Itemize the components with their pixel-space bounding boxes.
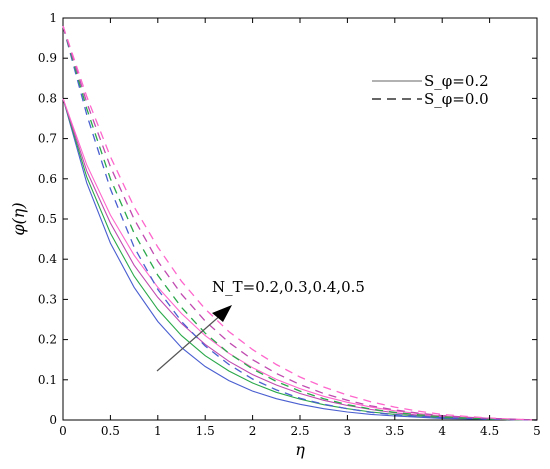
y-tick-label: 0.8 <box>38 91 57 105</box>
y-tick-label: 1 <box>49 11 57 25</box>
y-tick-label: 0.3 <box>38 292 57 306</box>
y-tick-label: 0.6 <box>38 172 57 186</box>
y-tick-label: 0.7 <box>38 132 57 146</box>
x-tick-label: 1.5 <box>196 424 215 438</box>
series-line-8 <box>62 25 538 421</box>
series-line-6 <box>62 25 538 421</box>
x-tick-label: 2 <box>249 424 257 438</box>
annotation-arrow-shaft <box>156 313 223 372</box>
y-tick-label: 0.1 <box>38 373 57 387</box>
series-line-7 <box>62 25 538 421</box>
x-tick-label: 5 <box>533 424 541 438</box>
annotation-label: N_T=0.2,0.3,0.4,0.5 <box>212 278 365 296</box>
x-tick-label: 4 <box>438 424 446 438</box>
y-tick-label: 0.4 <box>38 252 57 266</box>
x-tick-label: 2.5 <box>290 424 309 438</box>
series-layer <box>62 25 538 421</box>
x-tick-label: 4.5 <box>480 424 499 438</box>
nt-annotation: N_T=0.2,0.3,0.4,0.5 <box>156 278 365 372</box>
y-axis-label: φ(η) <box>9 202 28 235</box>
x-tick-label: 3 <box>344 424 352 438</box>
x-tick-label: 3.5 <box>385 424 404 438</box>
x-axis-label: η <box>295 440 305 459</box>
x-tick-label: 0 <box>59 424 67 438</box>
ticks-layer: 0 0.5 1 1.5 2 2.5 3 3.5 4 4.5 5 0 0.1 0.2 0.3 0.4 0.5 0.6… <box>38 11 541 438</box>
annotation-arrowhead <box>212 305 232 322</box>
y-tick-label: 0.9 <box>38 51 57 65</box>
series-line-5 <box>62 25 538 421</box>
y-tick-label: 0 <box>49 413 57 427</box>
legend-label-s-phi-0-2: S_φ=0.2 <box>424 72 489 90</box>
y-tick-label: 0.2 <box>38 333 57 347</box>
legend: S_φ=0.2 S_φ=0.0 <box>372 72 489 108</box>
x-tick-label: 1 <box>154 424 162 438</box>
plot-area <box>62 17 538 421</box>
x-tick-label: 0.5 <box>101 424 120 438</box>
y-tick-label: 0.5 <box>38 212 57 226</box>
legend-label-s-phi-0-0: S_φ=0.0 <box>424 90 489 108</box>
